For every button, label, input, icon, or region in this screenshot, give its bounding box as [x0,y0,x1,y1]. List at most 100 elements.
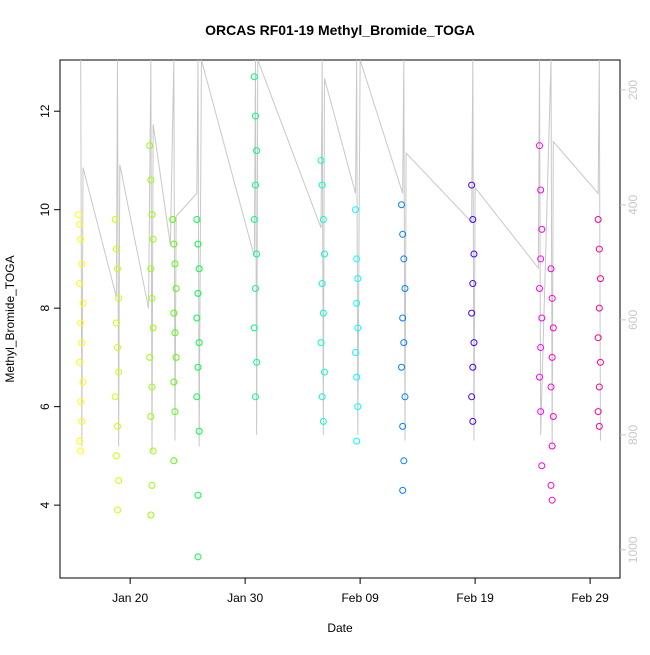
x-tick-label: Feb 19 [456,591,494,605]
point [74,211,82,219]
point [538,225,546,233]
pressure-line [80,59,601,453]
point [354,275,362,283]
point [548,353,556,361]
point [594,408,602,416]
point [115,368,123,376]
point [77,447,85,455]
point [468,181,476,189]
point [536,142,544,150]
y2-tick-label: 600 [626,310,640,330]
y2-tick-label: 800 [626,425,640,445]
point [353,255,361,263]
point [253,147,261,155]
point [193,314,201,322]
point [353,373,361,381]
point [79,378,87,386]
point [400,339,408,347]
point [115,477,123,485]
point [537,344,545,352]
point [193,216,201,224]
point [148,211,156,219]
x-axis-label: Date [327,621,353,635]
point [148,383,156,391]
point [113,506,121,514]
point [111,393,119,401]
point [146,353,154,361]
point [194,240,202,248]
point [77,235,85,243]
point [251,393,259,401]
point [400,457,408,465]
point [352,348,360,356]
point [536,284,544,292]
point [400,255,408,263]
point [253,358,261,366]
point [595,422,603,430]
point [318,181,326,189]
point [469,280,477,288]
point [595,383,603,391]
plot-frame [59,59,621,579]
point [595,304,603,312]
point [549,324,557,332]
point [319,309,327,317]
point [112,319,120,327]
point [78,417,86,425]
point [547,481,555,489]
point [401,393,409,401]
point [536,373,544,381]
point [113,344,121,352]
point [317,339,325,347]
point [537,255,545,263]
point [596,275,604,283]
point [318,393,326,401]
point [146,142,154,150]
point [549,412,557,420]
y2-tick-label: 400 [626,195,640,215]
point [172,284,180,292]
point [194,363,202,371]
point [172,353,180,361]
point [195,427,203,435]
point [148,481,156,489]
point [112,452,120,460]
point [115,294,123,302]
point [399,486,407,494]
point [194,553,202,561]
point [317,156,325,164]
point [353,437,361,445]
point [111,216,119,224]
point [594,216,602,224]
y-tick-label: 8 [38,305,52,312]
point [250,216,258,224]
point [594,334,602,342]
point [76,220,84,228]
point [596,358,604,366]
x-tick-label: Feb 29 [571,591,609,605]
point [352,206,360,214]
y-tick-label: 10 [38,203,52,217]
point [251,284,259,292]
point [170,240,178,248]
point [170,378,178,386]
point [195,339,203,347]
point [250,324,258,332]
point [538,314,546,322]
point [547,383,555,391]
point [469,417,477,425]
point [548,442,556,450]
point [171,329,179,337]
point [170,309,178,317]
point [112,245,120,253]
point [399,314,407,322]
point [548,294,556,302]
point [548,496,556,504]
point [77,398,85,406]
point [171,260,179,268]
y-axis-label: Methyl_Bromide_TOGA [3,255,17,382]
point [538,462,546,470]
point [171,408,179,416]
point [147,176,155,184]
point [547,265,555,273]
